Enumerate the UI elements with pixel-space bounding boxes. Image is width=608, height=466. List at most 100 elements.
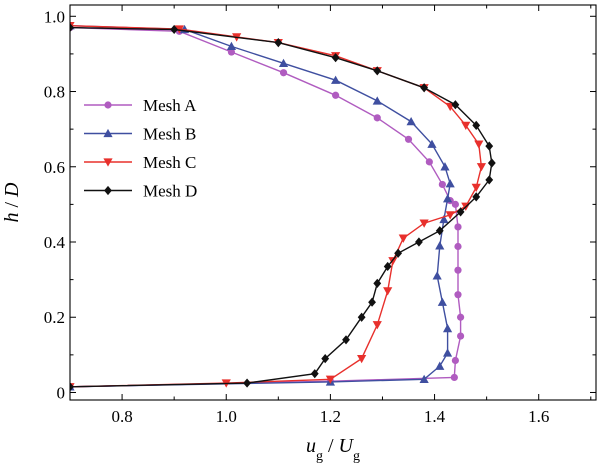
data-point	[321, 354, 330, 364]
data-point	[368, 297, 376, 307]
data-point	[278, 58, 289, 67]
data-point	[454, 223, 462, 231]
data-point	[398, 234, 408, 243]
series-mesh-a	[70, 23, 465, 391]
legend-item-mesh-c: Mesh C	[84, 153, 196, 172]
legend: Mesh A Mesh B Mesh C Mesh D	[84, 96, 197, 201]
data-point	[442, 348, 453, 357]
data-point	[485, 141, 494, 151]
data-point	[104, 101, 112, 109]
series-mesh-b	[70, 21, 455, 391]
data-point	[456, 313, 465, 321]
data-point	[485, 175, 494, 185]
data-point	[226, 41, 237, 51]
data-point	[461, 121, 471, 130]
data-point	[243, 378, 251, 388]
data-point	[419, 219, 429, 228]
data-point	[103, 158, 113, 167]
series-line	[70, 26, 493, 388]
data-point	[170, 24, 179, 35]
legend-label: Mesh A	[143, 96, 197, 115]
axes-layer: 0.8 1.0 1.2 1.4 1.6 0 0.2 0.4 0.6 0.8 1.0 ug / Ug h …	[1, 4, 597, 464]
data-point	[456, 207, 465, 217]
series-mesh-c	[70, 22, 487, 392]
data-point	[388, 257, 398, 266]
y-tick-label: 1.0	[44, 7, 65, 26]
series-line	[70, 25, 451, 388]
data-point	[451, 100, 460, 110]
y-axis-label: h / D	[1, 182, 23, 223]
data-point	[420, 83, 429, 93]
data-point	[383, 287, 393, 296]
data-point	[373, 114, 381, 122]
data-point	[450, 373, 458, 382]
data-point	[415, 237, 423, 247]
x-tick-label: 0.8	[111, 407, 132, 426]
data-point	[332, 91, 340, 99]
series-layer	[70, 21, 496, 392]
data-point	[471, 183, 481, 193]
plot-frame	[69, 4, 597, 401]
data-point	[425, 158, 433, 166]
data-point	[487, 158, 496, 168]
data-point	[227, 48, 236, 56]
data-point	[70, 382, 74, 392]
data-point	[419, 374, 429, 383]
series-line	[70, 26, 462, 388]
data-point	[406, 117, 416, 126]
data-point	[372, 321, 382, 330]
data-point	[357, 312, 366, 322]
data-point	[451, 200, 459, 208]
y-tick-label: 0	[57, 383, 66, 402]
legend-item-mesh-b: Mesh B	[84, 125, 196, 144]
data-point	[274, 38, 283, 48]
data-point	[394, 248, 403, 258]
data-point	[325, 375, 335, 384]
data-point	[454, 291, 462, 299]
data-point	[331, 75, 341, 84]
x-tick-label: 1.0	[216, 407, 237, 426]
data-point	[438, 180, 446, 189]
data-point	[103, 128, 113, 138]
x-axis-label: ug / Ug	[306, 435, 360, 464]
data-point	[372, 96, 382, 105]
data-point	[442, 323, 453, 333]
legend-item-mesh-d: Mesh D	[84, 182, 197, 201]
legend-label: Mesh C	[143, 153, 196, 172]
data-point	[70, 22, 74, 33]
data-point	[435, 241, 445, 250]
y-tick-label: 0.8	[44, 83, 65, 102]
data-point	[437, 297, 447, 306]
legend-item-mesh-a: Mesh A	[84, 96, 197, 115]
data-point	[474, 140, 484, 149]
data-point	[427, 139, 437, 148]
data-point	[383, 261, 392, 272]
data-point	[439, 214, 449, 224]
data-point	[476, 163, 487, 172]
data-point	[440, 162, 450, 171]
data-point	[451, 356, 459, 365]
data-point	[454, 266, 462, 274]
data-point	[342, 335, 350, 345]
y-tick-label: 0.6	[44, 158, 65, 177]
data-point	[435, 226, 444, 236]
data-point	[373, 278, 382, 288]
series-mesh-d	[70, 22, 496, 392]
data-point	[279, 69, 288, 77]
data-point	[357, 354, 367, 364]
data-point	[310, 369, 319, 379]
x-tick-label: 1.2	[320, 407, 341, 426]
data-point	[472, 120, 481, 130]
data-point	[472, 192, 481, 202]
data-point	[445, 179, 455, 188]
legend-label: Mesh D	[143, 182, 197, 201]
y-tick-label: 0.4	[44, 233, 66, 252]
data-point	[456, 332, 465, 340]
data-point	[454, 242, 462, 251]
legend-label: Mesh B	[143, 125, 196, 144]
data-point	[442, 194, 453, 203]
series-line	[70, 25, 483, 388]
data-point	[435, 361, 445, 370]
data-point	[331, 53, 340, 63]
